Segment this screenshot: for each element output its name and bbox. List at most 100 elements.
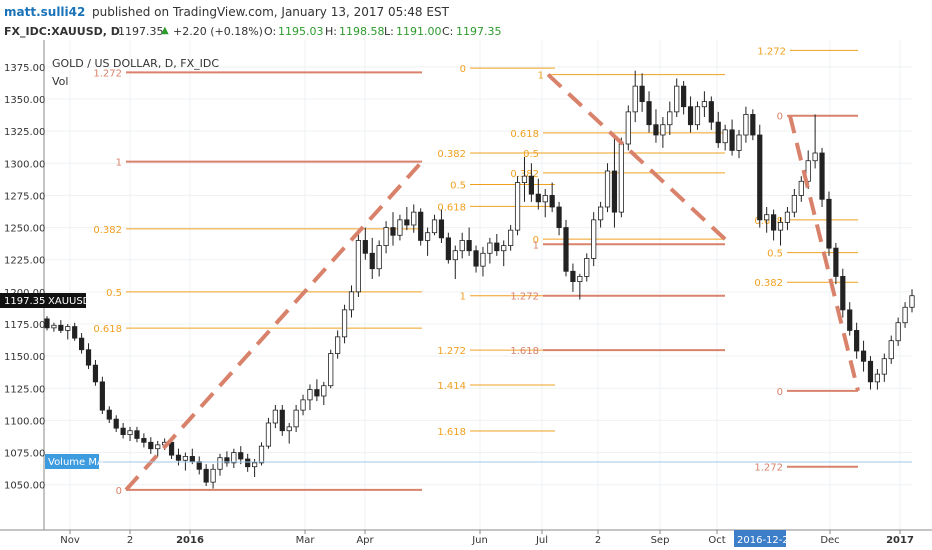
candle-body-up bbox=[65, 326, 71, 331]
candle bbox=[328, 349, 334, 389]
time-tick-label: Dec bbox=[820, 535, 839, 546]
candle-body-up bbox=[660, 124, 666, 136]
fib-level-label: 1.618 bbox=[510, 346, 539, 357]
candle-body-down bbox=[79, 337, 85, 351]
candle bbox=[736, 129, 742, 159]
candle bbox=[639, 73, 645, 112]
candle-body-down bbox=[85, 349, 92, 366]
candle-body-down bbox=[189, 456, 195, 462]
candle bbox=[438, 209, 445, 243]
candle-body-down bbox=[466, 240, 472, 252]
candle bbox=[65, 324, 71, 340]
candle-body-down bbox=[203, 468, 209, 483]
candle bbox=[722, 124, 728, 151]
candle bbox=[348, 285, 355, 318]
candle-body-down bbox=[750, 114, 756, 136]
candle-body-up bbox=[231, 452, 237, 464]
candle-body-up bbox=[217, 457, 223, 470]
candle-body-down bbox=[72, 326, 78, 339]
candle-body-down bbox=[771, 214, 777, 231]
candle bbox=[466, 227, 472, 256]
candle-body-up bbox=[300, 399, 306, 411]
candle-body-down bbox=[494, 242, 500, 252]
candle-body-down bbox=[563, 227, 569, 272]
candle-body-up bbox=[777, 222, 784, 231]
candle bbox=[113, 415, 119, 432]
time-tick-label: Jul bbox=[535, 535, 548, 546]
time-tick-label: Jun bbox=[471, 535, 488, 546]
candle-body-down bbox=[196, 461, 202, 470]
candle-body-down bbox=[148, 441, 154, 450]
candle bbox=[445, 232, 451, 264]
candle bbox=[646, 91, 652, 133]
candle bbox=[625, 105, 631, 151]
fib-level-label: 0 bbox=[777, 112, 783, 123]
fib-level-label: 0.5 bbox=[767, 249, 783, 260]
symbol-label[interactable]: FX_IDC:XAUUSD, D bbox=[4, 25, 120, 38]
candle-body-down bbox=[847, 309, 853, 331]
candle bbox=[764, 207, 770, 233]
candle-body-down bbox=[708, 101, 714, 123]
price-chart[interactable]: 1.272 1 0.382 0.5 0.618 0 0 0.382 0.5 0.618 1 1.272… bbox=[0, 40, 932, 550]
price-tick-label: 1325.00 bbox=[4, 127, 45, 138]
candle-body-up bbox=[895, 322, 901, 342]
chart-title: GOLD / US DOLLAR, D, FX_IDC bbox=[52, 57, 219, 70]
candle bbox=[487, 237, 493, 264]
candle bbox=[238, 446, 244, 465]
candle-body-up bbox=[764, 214, 770, 221]
candle-body-up bbox=[604, 170, 611, 208]
close-label: C: bbox=[442, 25, 454, 38]
volume-pane-label: Vol bbox=[52, 75, 68, 88]
candle-body-down bbox=[369, 252, 375, 270]
candle-body-down bbox=[224, 457, 230, 464]
last-price-tag-value: 1197.35 bbox=[4, 296, 45, 307]
candle-body-up bbox=[452, 250, 458, 261]
candle bbox=[549, 182, 555, 213]
high-label: H: bbox=[325, 25, 337, 38]
ohlc-bar: FX_IDC:XAUUSD, D 1197.35 ▲ +2.20 (+0.18%… bbox=[0, 22, 932, 40]
fib-level-label: 0 bbox=[533, 235, 539, 246]
candle bbox=[120, 423, 126, 439]
candle bbox=[701, 91, 708, 117]
candle bbox=[300, 394, 306, 416]
candle bbox=[854, 322, 860, 359]
candle bbox=[404, 207, 410, 231]
candle bbox=[694, 101, 701, 130]
candle bbox=[750, 109, 756, 141]
candle-body-up bbox=[743, 114, 749, 136]
candle bbox=[881, 353, 887, 382]
candle bbox=[397, 214, 403, 241]
author-link[interactable]: matt.sulli42 bbox=[4, 5, 86, 19]
candle bbox=[535, 178, 541, 210]
fib-level-label: 0.5 bbox=[450, 181, 466, 192]
candle bbox=[681, 81, 687, 115]
candle-body-down bbox=[639, 85, 645, 102]
candle bbox=[521, 156, 528, 202]
candle bbox=[819, 147, 825, 207]
candle-body-up bbox=[618, 143, 624, 213]
time-axis[interactable]: Nov 2 2016 Mar Apr Jun Jul 2 Sep Oct Dec 2017 bbox=[60, 530, 914, 546]
price-axis[interactable]: 1375.00 1350.00 1325.00 1300.00 1275.00 1250.… bbox=[4, 63, 45, 492]
time-tick-label: 2016 bbox=[176, 535, 204, 546]
open-value: 1195.03 bbox=[278, 25, 324, 38]
candle bbox=[563, 219, 569, 277]
candle bbox=[272, 405, 278, 429]
trendline bbox=[546, 73, 727, 241]
candle bbox=[203, 464, 209, 486]
low-label: L: bbox=[384, 25, 394, 38]
candle bbox=[341, 304, 348, 344]
candle-body-down bbox=[445, 237, 451, 261]
trendline bbox=[124, 160, 424, 492]
candle-body-down bbox=[314, 389, 320, 397]
candle bbox=[44, 316, 50, 331]
candle-body-up bbox=[521, 175, 528, 183]
candle-body-down bbox=[404, 219, 410, 226]
candle-body-up bbox=[632, 85, 638, 113]
candle-body-down bbox=[819, 152, 825, 200]
candle-body-up bbox=[501, 245, 507, 252]
fib-level-label: 0 bbox=[777, 387, 783, 398]
candle bbox=[85, 343, 92, 369]
candle-body-up bbox=[341, 309, 348, 338]
candle bbox=[777, 217, 784, 246]
candle bbox=[888, 335, 894, 364]
